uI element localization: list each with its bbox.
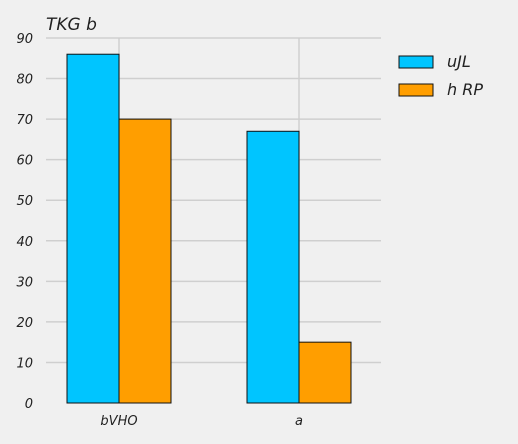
y-tick-label: 20 [16,316,33,331]
bar-uJL-bVHO [66,53,120,404]
legend-label-uJL: uJL [447,52,471,71]
x-axis-ticks: bVHO a [100,414,303,429]
bar-h-RP-a [298,341,352,404]
x-tick-label: bVHO [100,414,137,429]
y-tick-label: 60 [16,154,33,169]
y-tick-label: 40 [16,235,33,250]
legend: uJL h RP [398,52,483,99]
y-tick-label: 0 [25,397,33,412]
legend-swatch-uJL [398,55,434,69]
y-tick-label: 10 [16,356,33,371]
y-tick-label: 80 [16,73,33,88]
y-axis-ticks: 0 10 20 30 40 50 60 70 80 90 [16,32,33,412]
bars [66,53,352,404]
bar-uJL-a [246,130,300,404]
y-tick-label: 70 [16,113,33,128]
legend-swatch-h-RP [398,83,434,97]
y-tick-label: 30 [16,275,33,290]
y-tick-label: 50 [16,194,33,209]
chart-title: TKG b [46,15,97,35]
legend-label-h-RP: h RP [447,80,483,99]
bar-h-RP-bVHO [118,118,172,404]
y-tick-label: 90 [16,32,33,47]
x-tick-label: a [295,414,303,429]
